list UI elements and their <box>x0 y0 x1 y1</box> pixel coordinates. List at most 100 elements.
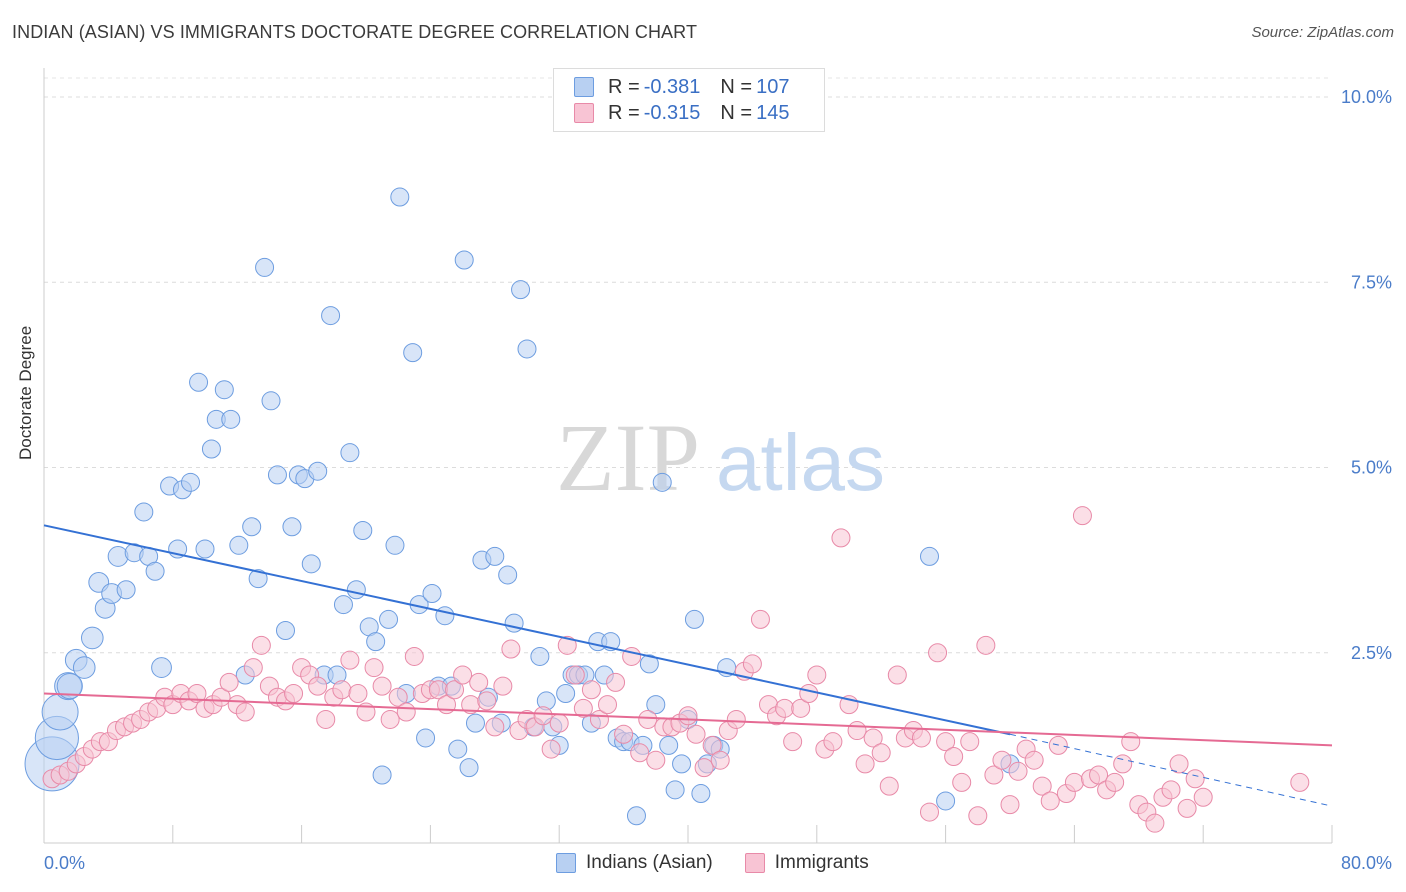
data-point-indians <box>195 539 215 559</box>
watermark-zip: ZIP <box>556 404 700 511</box>
data-point-indians <box>936 791 956 811</box>
legend-item-indians[interactable]: Indians (Asian) <box>556 852 713 874</box>
y-axis-title: Doctorate Degree <box>16 325 35 460</box>
legend-n-label: N = <box>720 101 753 124</box>
data-point-indians <box>422 583 442 603</box>
data-point-immigrants <box>920 802 939 822</box>
correlation-legend: R = -0.381 N = 107 R = -0.315 N = 145 <box>553 68 825 132</box>
data-point-immigrants <box>1089 765 1109 785</box>
tick-labels: 2.5% 5.0% 7.5% 10.0% 0.0% 80.0% <box>44 87 1392 873</box>
y-tick-label: 7.5% <box>1351 272 1392 292</box>
data-point-indians <box>556 684 576 704</box>
data-point-immigrants <box>783 732 803 752</box>
data-point-immigrants <box>1008 761 1028 781</box>
data-point-indians <box>639 654 659 674</box>
data-point-indians <box>665 780 685 800</box>
data-point-indians <box>282 517 302 537</box>
data-point-immigrants <box>404 646 424 666</box>
data-point-immigrants <box>453 665 473 685</box>
data-point-indians <box>261 391 281 411</box>
data-point-indians <box>276 621 295 641</box>
data-point-immigrants <box>187 684 207 704</box>
data-point-indians <box>181 472 201 492</box>
data-point-immigrants <box>501 639 521 659</box>
data-point-immigrants <box>1032 776 1052 796</box>
data-point-indians <box>504 613 524 633</box>
data-point-immigrants <box>549 713 569 733</box>
data-point-indians <box>242 517 262 537</box>
data-point-immigrants <box>984 765 1004 785</box>
legend-swatch-immigrants <box>744 853 765 873</box>
data-point-immigrants <box>871 743 891 763</box>
data-point-indians <box>255 257 275 277</box>
data-point-immigrants <box>1177 798 1197 818</box>
data-point-indians <box>530 646 550 666</box>
data-point-immigrants <box>1072 506 1092 526</box>
data-point-immigrants <box>775 698 795 718</box>
legend-r-label: R = <box>608 101 640 124</box>
data-point-indians <box>72 656 96 679</box>
data-point-indians <box>248 569 268 589</box>
data-point-immigrants <box>541 739 561 759</box>
data-point-immigrants <box>1185 769 1205 789</box>
data-point-indians <box>403 343 423 363</box>
data-point-immigrants <box>348 684 368 704</box>
data-point-immigrants <box>1024 750 1044 770</box>
data-point-immigrants <box>598 695 617 715</box>
data-point-immigrants <box>219 672 239 692</box>
data-point-immigrants <box>380 709 400 729</box>
data-point-immigrants <box>968 806 988 826</box>
data-point-immigrants <box>879 776 899 796</box>
legend-row-immigrants: R = -0.315 N = 145 <box>574 101 789 125</box>
data-point-indians <box>41 693 79 731</box>
data-point-immigrants <box>573 698 593 718</box>
data-point-indians <box>454 250 474 270</box>
data-point-immigrants <box>1000 795 1020 815</box>
data-point-indians <box>301 554 321 574</box>
data-point-immigrants <box>372 676 392 696</box>
watermark: ZIP atlas <box>556 404 885 511</box>
axes <box>43 68 1333 844</box>
data-point-immigrants <box>251 635 271 655</box>
data-point-immigrants <box>742 654 762 674</box>
data-point-immigrants <box>1121 732 1141 752</box>
data-point-immigrants <box>332 680 352 700</box>
data-point-immigrants <box>630 743 650 763</box>
data-point-indians <box>56 672 83 700</box>
data-point-immigrants <box>952 772 972 792</box>
data-point-immigrants <box>855 754 875 774</box>
data-point-immigrants <box>791 698 811 718</box>
legend-swatch-indians <box>574 77 594 97</box>
legend-n-value: 145 <box>756 101 790 124</box>
data-point-immigrants <box>485 717 505 737</box>
legend-n-label: N = <box>720 75 753 98</box>
data-point-immigrants <box>235 702 255 722</box>
data-point-immigrants <box>388 687 408 707</box>
data-point-indians <box>134 502 154 522</box>
data-point-indians <box>691 784 711 804</box>
trend-lines <box>43 524 1333 807</box>
data-point-indians <box>267 465 287 485</box>
data-point-immigrants <box>944 746 964 766</box>
data-point-indians <box>459 758 479 778</box>
data-point-immigrants <box>678 706 698 726</box>
data-point-indians <box>333 595 353 615</box>
data-point-immigrants <box>1145 813 1165 833</box>
data-point-indians <box>221 409 241 429</box>
data-point-indians <box>646 695 666 715</box>
data-point-immigrants <box>847 721 867 741</box>
legend-n-value: 107 <box>756 75 790 98</box>
data-point-indians <box>672 754 692 774</box>
trend-line-immigrants <box>43 692 1333 747</box>
data-point-indians <box>390 187 410 207</box>
data-point-indians <box>511 280 531 300</box>
legend-item-immigrants[interactable]: Immigrants <box>744 852 869 874</box>
chart-title: INDIAN (ASIAN) VS IMMIGRANTS DOCTORATE D… <box>12 22 698 42</box>
data-point-immigrants <box>831 528 851 548</box>
data-point-immigrants <box>976 635 996 655</box>
data-point-immigrants <box>477 691 497 711</box>
data-point-immigrants <box>686 724 706 744</box>
data-point-indians <box>485 546 505 566</box>
data-point-immigrants <box>750 609 770 629</box>
legend-swatch-indians <box>556 853 576 873</box>
